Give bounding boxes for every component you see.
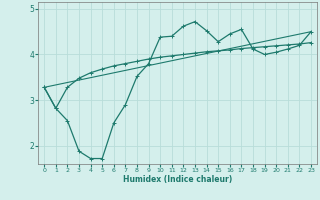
X-axis label: Humidex (Indice chaleur): Humidex (Indice chaleur) — [123, 175, 232, 184]
